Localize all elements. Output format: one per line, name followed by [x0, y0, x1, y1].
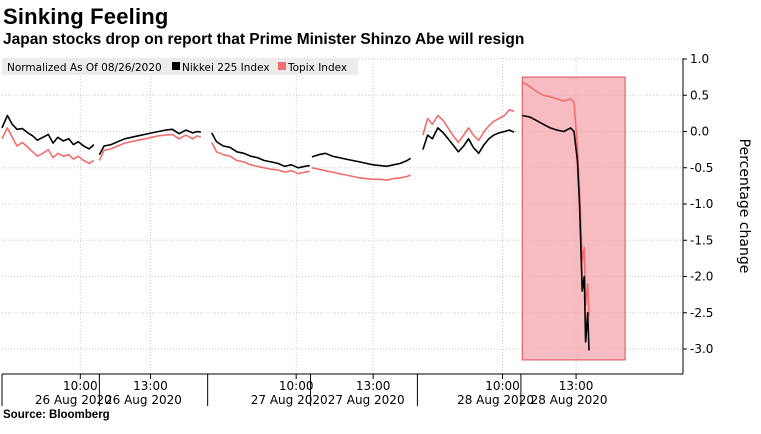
y-tick-label: -3.0	[690, 342, 713, 356]
x-tick-date: 26 Aug 2020	[35, 393, 112, 407]
y-tick-label: -2.5	[690, 306, 713, 320]
series-lines	[1, 81, 590, 351]
highlight-box	[521, 76, 626, 361]
series-line-topix-1	[98, 133, 202, 161]
y-tick-label: -0.5	[690, 161, 713, 175]
series-line-nikkei-1	[98, 128, 202, 156]
y-axis-ticks: 1.0 0.5 0.0 -0.5 -1.0 -1.5 -2.0 -2.5 -3.0	[683, 52, 713, 356]
series-line-topix-0	[1, 127, 95, 165]
series-line-nikkei-4	[422, 127, 515, 155]
x-tick-time: 13:00	[559, 379, 594, 393]
series-line-topix-4	[422, 109, 515, 144]
legend-label-topix: Topix Index	[287, 62, 347, 74]
y-tick-label: -2.0	[690, 270, 713, 284]
x-tick-time: 10:00	[485, 379, 520, 393]
x-tick-date: 27 Aug 2020	[328, 393, 405, 407]
y-tick-label: 0.0	[690, 125, 709, 139]
legend-swatch-topix	[278, 62, 286, 70]
source-note: Source: Bloomberg	[3, 409, 110, 421]
series-line-nikkei-3	[311, 152, 412, 168]
legend-swatch-nikkei	[172, 62, 180, 70]
x-tick-date: 26 Aug 2020	[105, 393, 182, 407]
series-line-topix-2	[210, 142, 310, 175]
x-tick-time: 13:00	[133, 379, 168, 393]
series-line-topix-5	[521, 81, 590, 317]
x-tick-date: 28 Aug 2020	[531, 393, 608, 407]
y-axis-label: Percentage change	[736, 139, 752, 274]
x-tick-time: 10:00	[63, 379, 98, 393]
legend-label-nikkei: Nikkei 225 Index	[182, 62, 270, 74]
y-tick-label: 1.0	[690, 52, 709, 66]
legend-header: Normalized As Of 08/26/2020	[7, 62, 162, 74]
y-tick-label: -1.0	[690, 197, 713, 211]
series-line-nikkei-2	[210, 132, 310, 169]
x-tick-time: 10:00	[279, 379, 314, 393]
series-line-nikkei-0	[1, 114, 95, 150]
legend: Normalized As Of 08/26/2020 Nikkei 225 I…	[2, 58, 358, 75]
x-tick-time: 13:00	[356, 379, 391, 393]
x-tick-date: 27 Aug 2020	[251, 393, 328, 407]
y-tick-label: 0.5	[690, 88, 709, 102]
series-line-nikkei-5	[522, 114, 590, 351]
series-line-topix-3	[311, 167, 411, 181]
chart-subtitle: Japan stocks drop on report that Prime M…	[3, 31, 525, 48]
chart-title: Sinking Feeling	[3, 4, 169, 29]
x-tick-date: 28 Aug 2020	[457, 393, 534, 407]
y-tick-label: -1.5	[690, 233, 713, 247]
